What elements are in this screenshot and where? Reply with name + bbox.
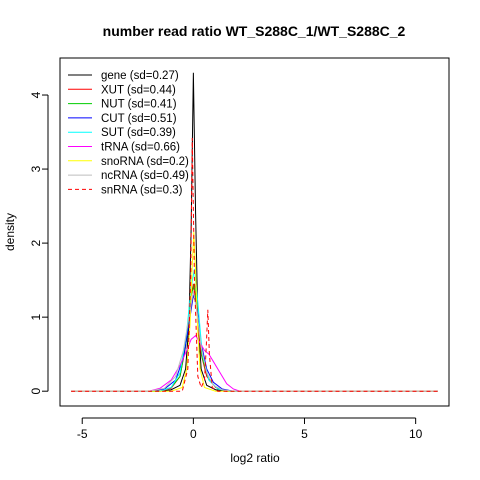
series-line-3 (71, 294, 438, 392)
legend-label: snoRNA (sd=0.2) (101, 156, 189, 168)
y-tick-label: 4 (29, 91, 43, 98)
y-axis: 0 1 2 3 4 (29, 91, 49, 395)
y-tick-label: 0 (29, 388, 43, 395)
series-line-4 (71, 268, 438, 392)
series-line-2 (71, 283, 438, 392)
chart-title: number read ratio WT_S288C_1/WT_S288C_2 (103, 23, 406, 39)
legend-label: SUT (sd=0.39) (101, 127, 176, 139)
legend: gene (sd=0.27) XUT (sd=0.44) NUT (sd=0.41)… (68, 70, 189, 196)
series-line-5 (71, 334, 438, 392)
legend-label: NUT (sd=0.41) (101, 99, 177, 111)
legend-label: tRNA (sd=0.66) (101, 142, 180, 154)
series-line-7 (71, 291, 438, 392)
series-line-8 (71, 137, 438, 392)
x-axis-label: log2 ratio (230, 451, 280, 465)
y-tick-label: 2 (29, 239, 43, 246)
x-axis: -5 0 5 10 (77, 417, 423, 441)
x-tick-label: 5 (301, 427, 308, 441)
x-tick-label: 10 (409, 427, 423, 441)
plot-frame (59, 57, 450, 407)
y-tick-label: 1 (29, 313, 43, 320)
series-line-1 (71, 283, 438, 392)
y-tick-label: 3 (29, 165, 43, 172)
plot-area (71, 72, 438, 392)
y-axis-label: density (3, 213, 17, 251)
legend-label: XUT (sd=0.44) (101, 84, 176, 96)
legend-label: ncRNA (sd=0.49) (101, 170, 189, 182)
x-tick-label: -5 (77, 427, 88, 441)
legend-label: gene (sd=0.27) (101, 70, 179, 82)
legend-label: CUT (sd=0.51) (101, 113, 177, 125)
series-line-6 (71, 231, 438, 392)
x-tick-label: 0 (190, 427, 197, 441)
legend-label: snRNA (sd=0.3) (101, 184, 183, 196)
